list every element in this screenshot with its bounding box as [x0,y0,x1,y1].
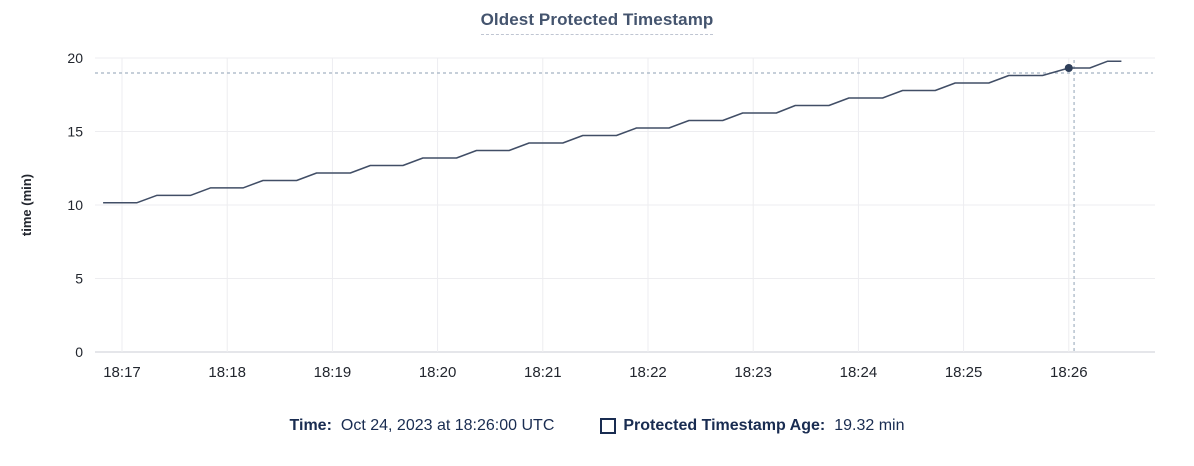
series-value: 19.32 min [834,417,905,434]
x-tick-label: 18:21 [524,364,562,381]
x-tick-label: 18:24 [840,364,878,381]
time-value: Oct 24, 2023 at 18:26:00 UTC [340,417,555,434]
legend-item[interactable]: Protected Timestamp Age: 19.32 min [600,417,904,435]
series-swatch [600,418,617,434]
cursor-time: Time: Oct 24, 2023 at 18:26:00 UTC [290,417,555,435]
x-tick-label: 18:22 [629,364,667,381]
y-axis-label: time (min) [19,174,34,236]
y-tick-label: 10 [67,197,83,213]
time-label: Time: [289,417,332,434]
series-label: Protected Timestamp Age: [623,417,826,434]
y-tick-label: 5 [75,271,83,287]
y-tick-label: 15 [67,124,83,140]
hover-legend: Time: Oct 24, 2023 at 18:26:00 UTC Prote… [0,417,1194,435]
series-line [103,60,1122,204]
x-tick-label: 18:23 [734,364,772,381]
line-chart[interactable]: 0 5 10 15 20 18:17 18:18 18:19 18:20 18:21 18:22 18… [0,0,1194,400]
y-tick-label: 20 [67,50,83,66]
chart-title[interactable]: Oldest Protected Timestamp [480,10,714,35]
chart-canvas[interactable]: 0 5 10 15 20 18:17 18:18 18:19 18:20 18:21 18:22 18… [0,0,1194,400]
y-tick-label: 0 [75,344,83,360]
x-tick-label: 18:19 [314,364,352,381]
x-tick-label: 18:25 [945,364,983,381]
x-tick-label: 18:18 [208,364,246,381]
chart-title-row: Oldest Protected Timestamp [0,10,1194,35]
x-tick-label: 18:26 [1050,364,1088,381]
hover-point [1064,63,1073,72]
x-tick-label: 18:20 [419,364,457,381]
x-tick-label: 18:17 [103,364,141,381]
